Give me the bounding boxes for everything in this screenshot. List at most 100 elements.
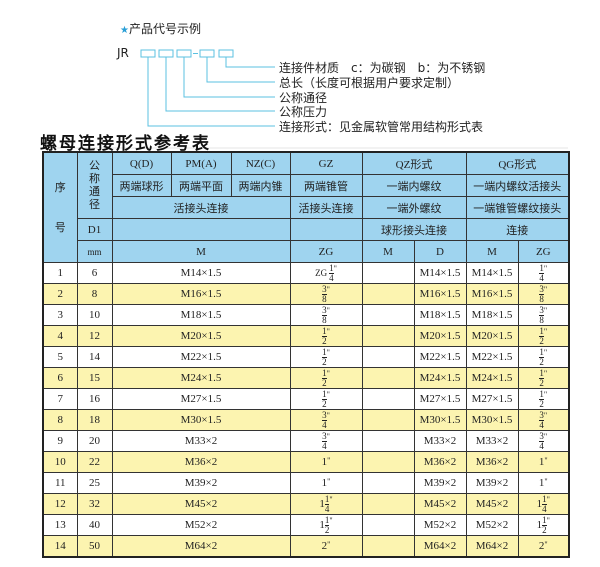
- cell-qg-zg: 1": [517, 472, 570, 494]
- cell-qg-zg: 1 2 ": [517, 346, 570, 368]
- cell-qg-m: M39×2: [465, 472, 519, 494]
- leader-line: [165, 57, 275, 112]
- header-gz-desc: 两端锥管: [289, 174, 363, 197]
- cell-qg-zg: 1 2 ": [517, 325, 570, 347]
- leader-line: [206, 57, 275, 83]
- cell-dn: 25: [76, 472, 113, 494]
- denominator: 4: [539, 419, 544, 430]
- inch-mark: ": [543, 410, 548, 420]
- denominator: 2: [324, 524, 330, 535]
- cell-m: M36×2: [111, 451, 291, 473]
- header-qz-m: M: [361, 240, 415, 263]
- header-qg-m: M: [465, 240, 519, 263]
- whole: 2: [321, 540, 328, 552]
- denominator: 2: [539, 377, 544, 388]
- cell-qg-zg: 1": [517, 451, 570, 473]
- inch-mark: ": [546, 494, 550, 504]
- inch-mark: ": [326, 347, 330, 357]
- denominator: 2: [539, 335, 544, 346]
- denominator: 4: [322, 440, 327, 451]
- cell-m: M39×2: [111, 472, 291, 494]
- cell-qg-zg: 2": [517, 535, 570, 558]
- cell-gz: 1 1 4 ": [289, 493, 363, 515]
- cell-m: M33×2: [111, 430, 291, 452]
- cell-qg-zg: 3 8 ": [517, 283, 570, 305]
- inch-mark: ": [329, 515, 333, 525]
- table-row: 12 32 M45×2 1 1 4 " M45×2 M45×2 1 1 4 ": [42, 493, 570, 515]
- cell-qz-m: [361, 409, 415, 431]
- whole: 1: [321, 456, 328, 468]
- cell-qg-zg: 3 4 ": [517, 409, 570, 431]
- header-qg-conn2: 一端锥管螺纹接头: [465, 196, 570, 219]
- cell-qg-zg: 1 1 2 ": [517, 514, 570, 536]
- header-m: M: [111, 240, 291, 263]
- header-qg-desc: 一端内螺纹活接头: [465, 174, 570, 197]
- numerator: 1: [322, 367, 327, 379]
- example-title: ★产品代号示例: [120, 20, 201, 37]
- denominator: 2: [322, 335, 327, 346]
- table-row: 11 25 M39×2 1" M39×2 M39×2 1": [42, 472, 570, 494]
- label-connection: 连接形式：见金属软管常用结构形式表: [279, 120, 484, 134]
- denominator: 8: [322, 314, 327, 325]
- code-box-connection: [140, 49, 156, 58]
- cell-m: M45×2: [111, 493, 291, 515]
- inch-mark: ": [543, 326, 548, 336]
- inch-mark: ": [326, 368, 330, 378]
- numerator: 1: [322, 388, 327, 400]
- cell-qz-m: [361, 472, 415, 494]
- numerator: 1: [539, 325, 544, 337]
- cell-qz-d: M33×2: [413, 430, 467, 452]
- numerator: 3: [322, 409, 327, 421]
- inch-mark: ": [329, 494, 333, 504]
- cell-qz-d: M24×1.5: [413, 367, 467, 389]
- inch-mark: ": [326, 389, 330, 399]
- cell-gz: 1 2 ": [289, 367, 363, 389]
- inch-mark: ": [543, 347, 548, 357]
- header-qz-d: D: [413, 240, 467, 263]
- header-qz-conn3: 球形接头连接: [361, 218, 467, 241]
- header-q: Q(D): [111, 151, 172, 175]
- cell-qz-m: [361, 283, 415, 305]
- code-box-material: [218, 49, 234, 58]
- cell-qg-m: M14×1.5: [465, 262, 519, 284]
- numerator: 1: [542, 514, 547, 526]
- cell-qz-m: [361, 535, 415, 558]
- numerator: 1: [542, 493, 547, 505]
- inch-mark: ": [543, 389, 548, 399]
- cell-gz: ZG 1 4 ": [289, 262, 363, 284]
- leader-line: [183, 57, 275, 98]
- cell-dn: 6: [76, 262, 113, 284]
- cell-qg-m: M20×1.5: [465, 325, 519, 347]
- cell-qz-m: [361, 346, 415, 368]
- cell-dn: 14: [76, 346, 113, 368]
- cell-qz-d: M52×2: [413, 514, 467, 536]
- inch-mark: ": [544, 540, 548, 549]
- example-title-text: 产品代号示例: [128, 22, 201, 36]
- label-material: 连接件材质 c：为碳钢 b：为不锈钢: [279, 61, 486, 75]
- denominator: 4: [539, 272, 544, 283]
- leader-line: [225, 57, 275, 68]
- inch-mark: ": [543, 431, 548, 441]
- table-row: 9 20 M33×2 3 4 " M33×2 M33×2 3 4 ": [42, 430, 570, 452]
- cell-qg-zg: 3 4 ": [517, 430, 570, 452]
- numerator: 3: [539, 304, 544, 316]
- whole: 2: [538, 540, 545, 552]
- cell-gz: 2": [289, 535, 363, 558]
- cell-qg-m: M52×2: [465, 514, 519, 536]
- header-gz-conn: 活接头连接: [289, 196, 363, 219]
- nut-connection-table: 序号 公称通径 Q(D) PM(A) NZ(C) GZ QZ形式 QG形式 两端…: [42, 151, 571, 558]
- inch-mark: ": [326, 431, 330, 441]
- cell-no: 13: [42, 514, 78, 536]
- denominator: 2: [542, 524, 547, 535]
- cell-m: M30×1.5: [111, 409, 291, 431]
- cell-gz: 3 8 ": [289, 283, 363, 305]
- denominator: 4: [329, 272, 334, 283]
